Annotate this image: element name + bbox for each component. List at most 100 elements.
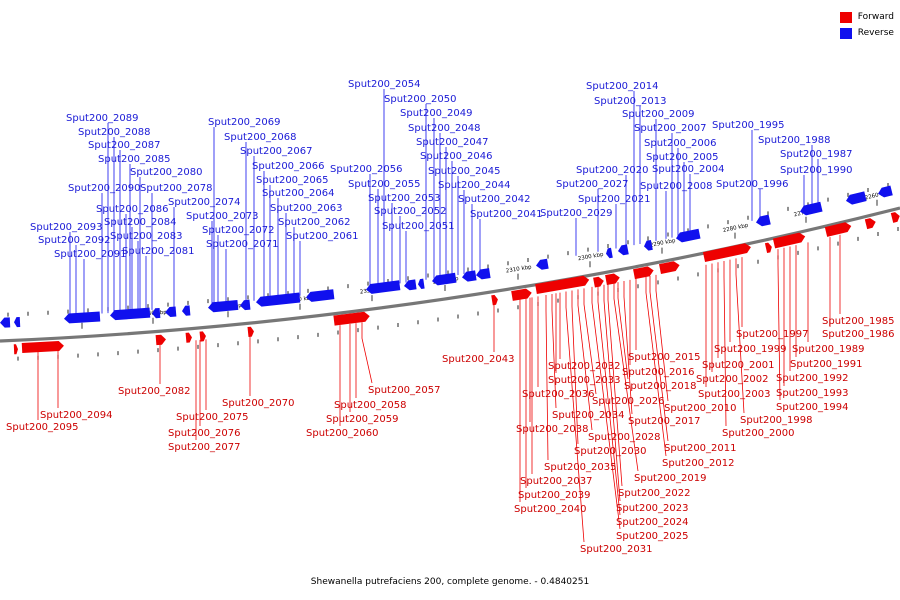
forward-gene-label: Sput200_2094: [40, 410, 113, 421]
reverse-gene-arrow: [240, 299, 251, 311]
reverse-gene-label: Sput200_2049: [400, 108, 473, 119]
forward-gene-label: Sput200_1994: [776, 402, 849, 413]
forward-gene-label: Sput200_2023: [616, 503, 689, 514]
label-connector-layer: [37, 89, 841, 543]
reverse-gene-label: Sput200_2054: [348, 79, 421, 90]
forward-gene-arrow: [702, 243, 751, 262]
forward-gene-label: Sput200_2059: [326, 414, 399, 425]
reverse-gene-label: Sput200_2074: [168, 197, 241, 208]
reverse-gene-label: Sput200_2063: [270, 203, 343, 214]
forward-gene-arrow: [13, 344, 18, 355]
forward-gene-arrow: [824, 222, 852, 237]
label-connector: [603, 284, 621, 502]
forward-gene-arrow: [593, 276, 604, 288]
reverse-gene-label: Sput200_2047: [416, 137, 489, 148]
reverse-gene-label: Sput200_1987: [780, 149, 853, 160]
reverse-gene-label: Sput200_2050: [384, 94, 457, 105]
label-connector: [571, 290, 579, 445]
reverse-gene-arrow: [676, 228, 701, 243]
label-connector: [649, 276, 669, 442]
forward-gene-label: Sput200_2011: [664, 443, 737, 454]
reverse-gene-arrow: [418, 278, 425, 290]
legend-label-forward: Forward: [857, 12, 894, 22]
forward-gene-arrow: [199, 331, 206, 342]
reverse-gene-label: Sput200_1996: [716, 179, 789, 190]
forward-gene-label: Sput200_2003: [698, 389, 771, 400]
reverse-gene-label: Sput200_2020: [576, 165, 649, 176]
forward-gene-label: Sput200_2032: [548, 361, 621, 372]
forward-gene-label: Sput200_1986: [822, 329, 895, 340]
reverse-gene-arrow: [618, 244, 629, 256]
forward-gene-arrow: [155, 334, 166, 346]
forward-gene-label: Sput200_2018: [624, 381, 697, 392]
reverse-gene-label: Sput200_2062: [278, 217, 351, 228]
reverse-gene-label: Sput200_2069: [208, 117, 281, 128]
reverse-gene-label: Sput200_2029: [540, 208, 613, 219]
tick-label: 2280 kbp: [722, 223, 749, 234]
reverse-gene-label: Sput200_2091: [54, 249, 127, 260]
reverse-gene-arrow: [462, 270, 477, 282]
forward-gene-label: Sput200_2077: [168, 442, 241, 453]
label-connector: [617, 282, 629, 380]
reverse-gene-arrow: [536, 258, 549, 270]
forward-gene-arrow: [491, 294, 498, 306]
forward-gene-label: Sput200_2043: [442, 354, 515, 365]
tick-label: 2310 kbp: [506, 264, 533, 274]
forward-gene-label: Sput200_2012: [662, 458, 735, 469]
forward-gene-label: Sput200_1992: [776, 373, 849, 384]
reverse-gene-label: Sput200_2009: [622, 109, 695, 120]
reverse-gene-label: Sput200_2090: [68, 183, 141, 194]
label-connector: [551, 293, 557, 409]
forward-gene-label: Sput200_1998: [740, 415, 813, 426]
forward-gene-label: Sput200_2039: [518, 490, 591, 501]
reverse-gene-label: Sput200_2048: [408, 123, 481, 134]
reverse-gene-arrow: [756, 214, 771, 227]
genome-caption: Shewanella putrefaciens 200, complete ge…: [310, 577, 590, 587]
reverse-gene-arrow: [366, 280, 401, 294]
forward-gene-arrow: [605, 273, 620, 285]
forward-gene-label: Sput200_2076: [168, 428, 241, 439]
reverse-gene-label: Sput200_2073: [186, 211, 259, 222]
reverse-gene-label: Sput200_2064: [262, 188, 335, 199]
forward-gene-label: Sput200_2030: [574, 446, 647, 457]
forward-gene-label: Sput200_2082: [118, 386, 191, 397]
reverse-gene-label: Sput200_2080: [130, 167, 203, 178]
forward-gene-label: Sput200_2001: [702, 360, 775, 371]
tick-label: 2290 kbp: [649, 238, 676, 249]
reverse-gene-label: Sput200_2007: [634, 123, 707, 134]
forward-gene-label: Sput200_1993: [776, 388, 849, 399]
reverse-gene-arrow: [644, 239, 653, 251]
reverse-gene-arrow: [182, 305, 191, 316]
forward-gene-label: Sput200_2035: [544, 462, 617, 473]
forward-gene-label: Sput200_2075: [176, 412, 249, 423]
reverse-gene-arrow: [606, 247, 613, 259]
reverse-gene-arrow: [64, 311, 101, 324]
forward-gene-label: Sput200_2026: [592, 396, 665, 407]
legend-item-reverse: Reverse: [839, 25, 894, 41]
reverse-gene-label: Sput200_2092: [38, 235, 111, 246]
label-connector: [583, 288, 597, 395]
reverse-gene-arrow: [878, 185, 893, 198]
forward-gene-arrow: [633, 266, 654, 280]
forward-gene-label: Sput200_2031: [580, 544, 653, 555]
reverse-gene-arrow: [165, 306, 177, 317]
forward-gene-label: Sput200_2025: [616, 531, 689, 542]
forward-gene-arrow: [21, 341, 64, 353]
forward-gene-label: Sput200_2057: [368, 385, 441, 396]
reverse-gene-label: Sput200_2061: [286, 231, 359, 242]
forward-gene-label: Sput200_1991: [790, 359, 863, 370]
reverse-gene-label: Sput200_2013: [594, 96, 667, 107]
tick-label: 2300 kbp: [577, 252, 604, 263]
reverse-gene-label: Sput200_2055: [348, 179, 421, 190]
label-connector: [591, 286, 621, 530]
forward-gene-label: Sput200_2038: [516, 424, 589, 435]
label-connector: [623, 280, 633, 415]
forward-gene-label: Sput200_2033: [548, 375, 621, 386]
forward-gene-label: Sput200_2000: [722, 428, 795, 439]
reverse-gene-label: Sput200_2005: [646, 152, 719, 163]
forward-gene-label: Sput200_2024: [616, 517, 689, 528]
reverse-gene-label: Sput200_2052: [374, 206, 447, 217]
forward-gene-arrow: [511, 288, 532, 301]
reverse-gene-label: Sput200_2021: [578, 194, 651, 205]
forward-gene-label: Sput200_2028: [588, 432, 661, 443]
